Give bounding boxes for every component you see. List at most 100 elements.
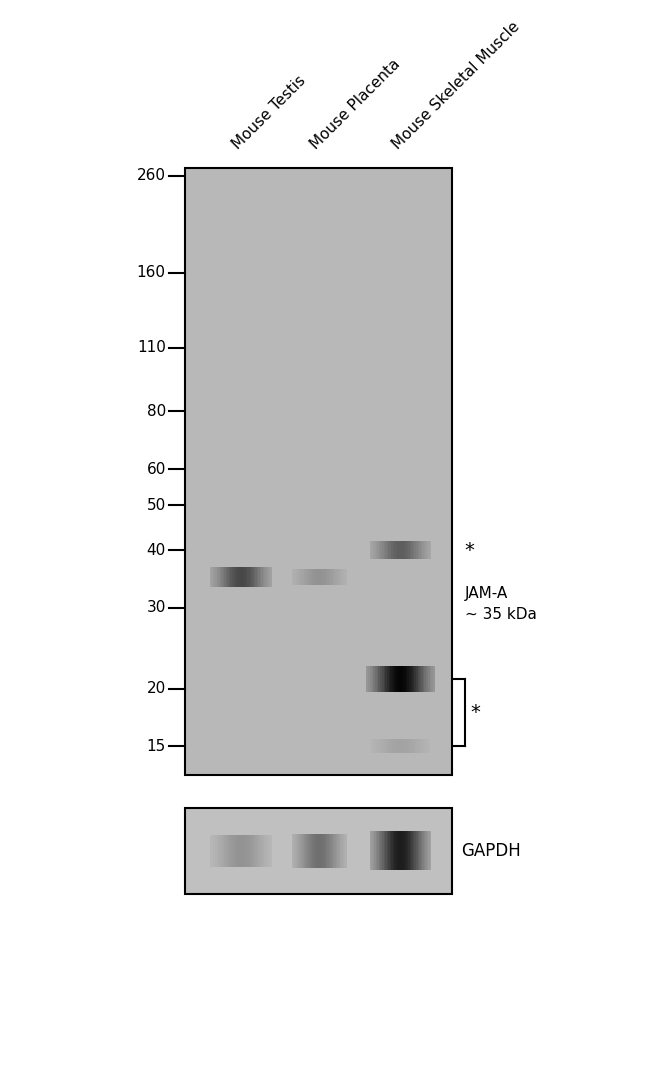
Bar xyxy=(314,569,315,585)
Bar xyxy=(293,569,294,585)
Bar xyxy=(409,666,411,692)
Bar xyxy=(425,831,427,870)
Bar xyxy=(332,834,333,868)
Bar xyxy=(413,542,415,559)
Bar xyxy=(379,542,380,559)
Bar xyxy=(394,666,395,692)
Bar xyxy=(226,835,227,867)
Bar xyxy=(395,831,396,870)
Bar xyxy=(421,831,422,870)
Bar xyxy=(428,666,430,692)
Bar xyxy=(231,567,232,586)
Bar xyxy=(343,569,344,585)
Bar xyxy=(416,542,417,559)
Text: 30: 30 xyxy=(146,601,166,616)
Bar xyxy=(410,739,411,753)
Bar xyxy=(390,542,391,559)
Bar xyxy=(233,835,235,867)
Bar xyxy=(334,569,336,585)
Bar xyxy=(241,835,243,867)
Bar xyxy=(417,831,419,870)
Bar xyxy=(395,666,397,692)
Bar xyxy=(329,569,330,585)
Bar xyxy=(235,835,237,867)
Bar xyxy=(344,834,345,868)
Bar xyxy=(393,739,395,753)
Bar xyxy=(410,831,411,870)
Bar xyxy=(317,834,318,868)
Bar xyxy=(422,542,424,559)
Text: 40: 40 xyxy=(146,543,166,557)
Bar xyxy=(396,831,397,870)
Bar xyxy=(336,834,337,868)
Bar xyxy=(337,569,339,585)
Bar xyxy=(393,542,395,559)
Bar xyxy=(311,569,312,585)
Bar xyxy=(418,739,419,753)
Bar xyxy=(400,739,402,753)
Bar xyxy=(323,834,325,868)
Bar xyxy=(421,739,422,753)
Bar xyxy=(371,831,372,870)
Bar xyxy=(418,666,419,692)
Bar xyxy=(428,542,430,559)
Bar xyxy=(416,666,418,692)
Bar xyxy=(334,834,336,868)
Bar xyxy=(416,831,417,870)
Bar xyxy=(263,835,265,867)
Bar xyxy=(376,831,378,870)
Bar xyxy=(387,666,389,692)
Bar xyxy=(419,666,421,692)
Bar xyxy=(402,739,404,753)
Bar xyxy=(408,739,410,753)
Bar xyxy=(432,666,433,692)
Bar xyxy=(318,834,319,868)
Bar xyxy=(398,739,399,753)
Bar xyxy=(374,739,376,753)
Bar xyxy=(404,666,406,692)
Bar xyxy=(399,739,400,753)
Bar xyxy=(426,666,428,692)
Bar xyxy=(308,834,309,868)
Bar xyxy=(408,542,410,559)
Bar xyxy=(372,831,374,870)
Bar xyxy=(185,168,452,775)
Bar xyxy=(384,666,385,692)
Bar xyxy=(430,831,432,870)
Bar xyxy=(294,834,296,868)
Bar xyxy=(415,542,416,559)
Bar xyxy=(261,835,263,867)
Bar xyxy=(427,831,428,870)
Bar xyxy=(428,739,430,753)
Bar xyxy=(223,835,224,867)
Bar xyxy=(417,542,419,559)
Text: 260: 260 xyxy=(136,168,166,183)
Bar xyxy=(314,834,315,868)
Bar xyxy=(408,666,409,692)
Bar xyxy=(211,567,212,586)
Bar xyxy=(333,569,334,585)
Bar xyxy=(336,569,337,585)
Bar xyxy=(388,542,390,559)
Bar xyxy=(376,739,377,753)
Text: 60: 60 xyxy=(146,462,166,477)
Bar xyxy=(424,666,426,692)
Bar xyxy=(296,569,297,585)
Bar xyxy=(237,835,238,867)
Bar xyxy=(254,835,255,867)
Bar xyxy=(380,739,382,753)
Bar xyxy=(213,835,215,867)
Bar xyxy=(387,831,388,870)
Bar xyxy=(296,834,297,868)
Bar xyxy=(258,567,260,586)
Bar xyxy=(333,834,334,868)
Bar xyxy=(212,567,213,586)
Bar xyxy=(312,834,314,868)
Bar xyxy=(246,835,248,867)
Bar xyxy=(229,835,231,867)
Bar xyxy=(328,834,329,868)
Bar xyxy=(413,831,415,870)
Bar xyxy=(320,569,322,585)
Bar xyxy=(373,666,375,692)
Bar xyxy=(414,666,416,692)
